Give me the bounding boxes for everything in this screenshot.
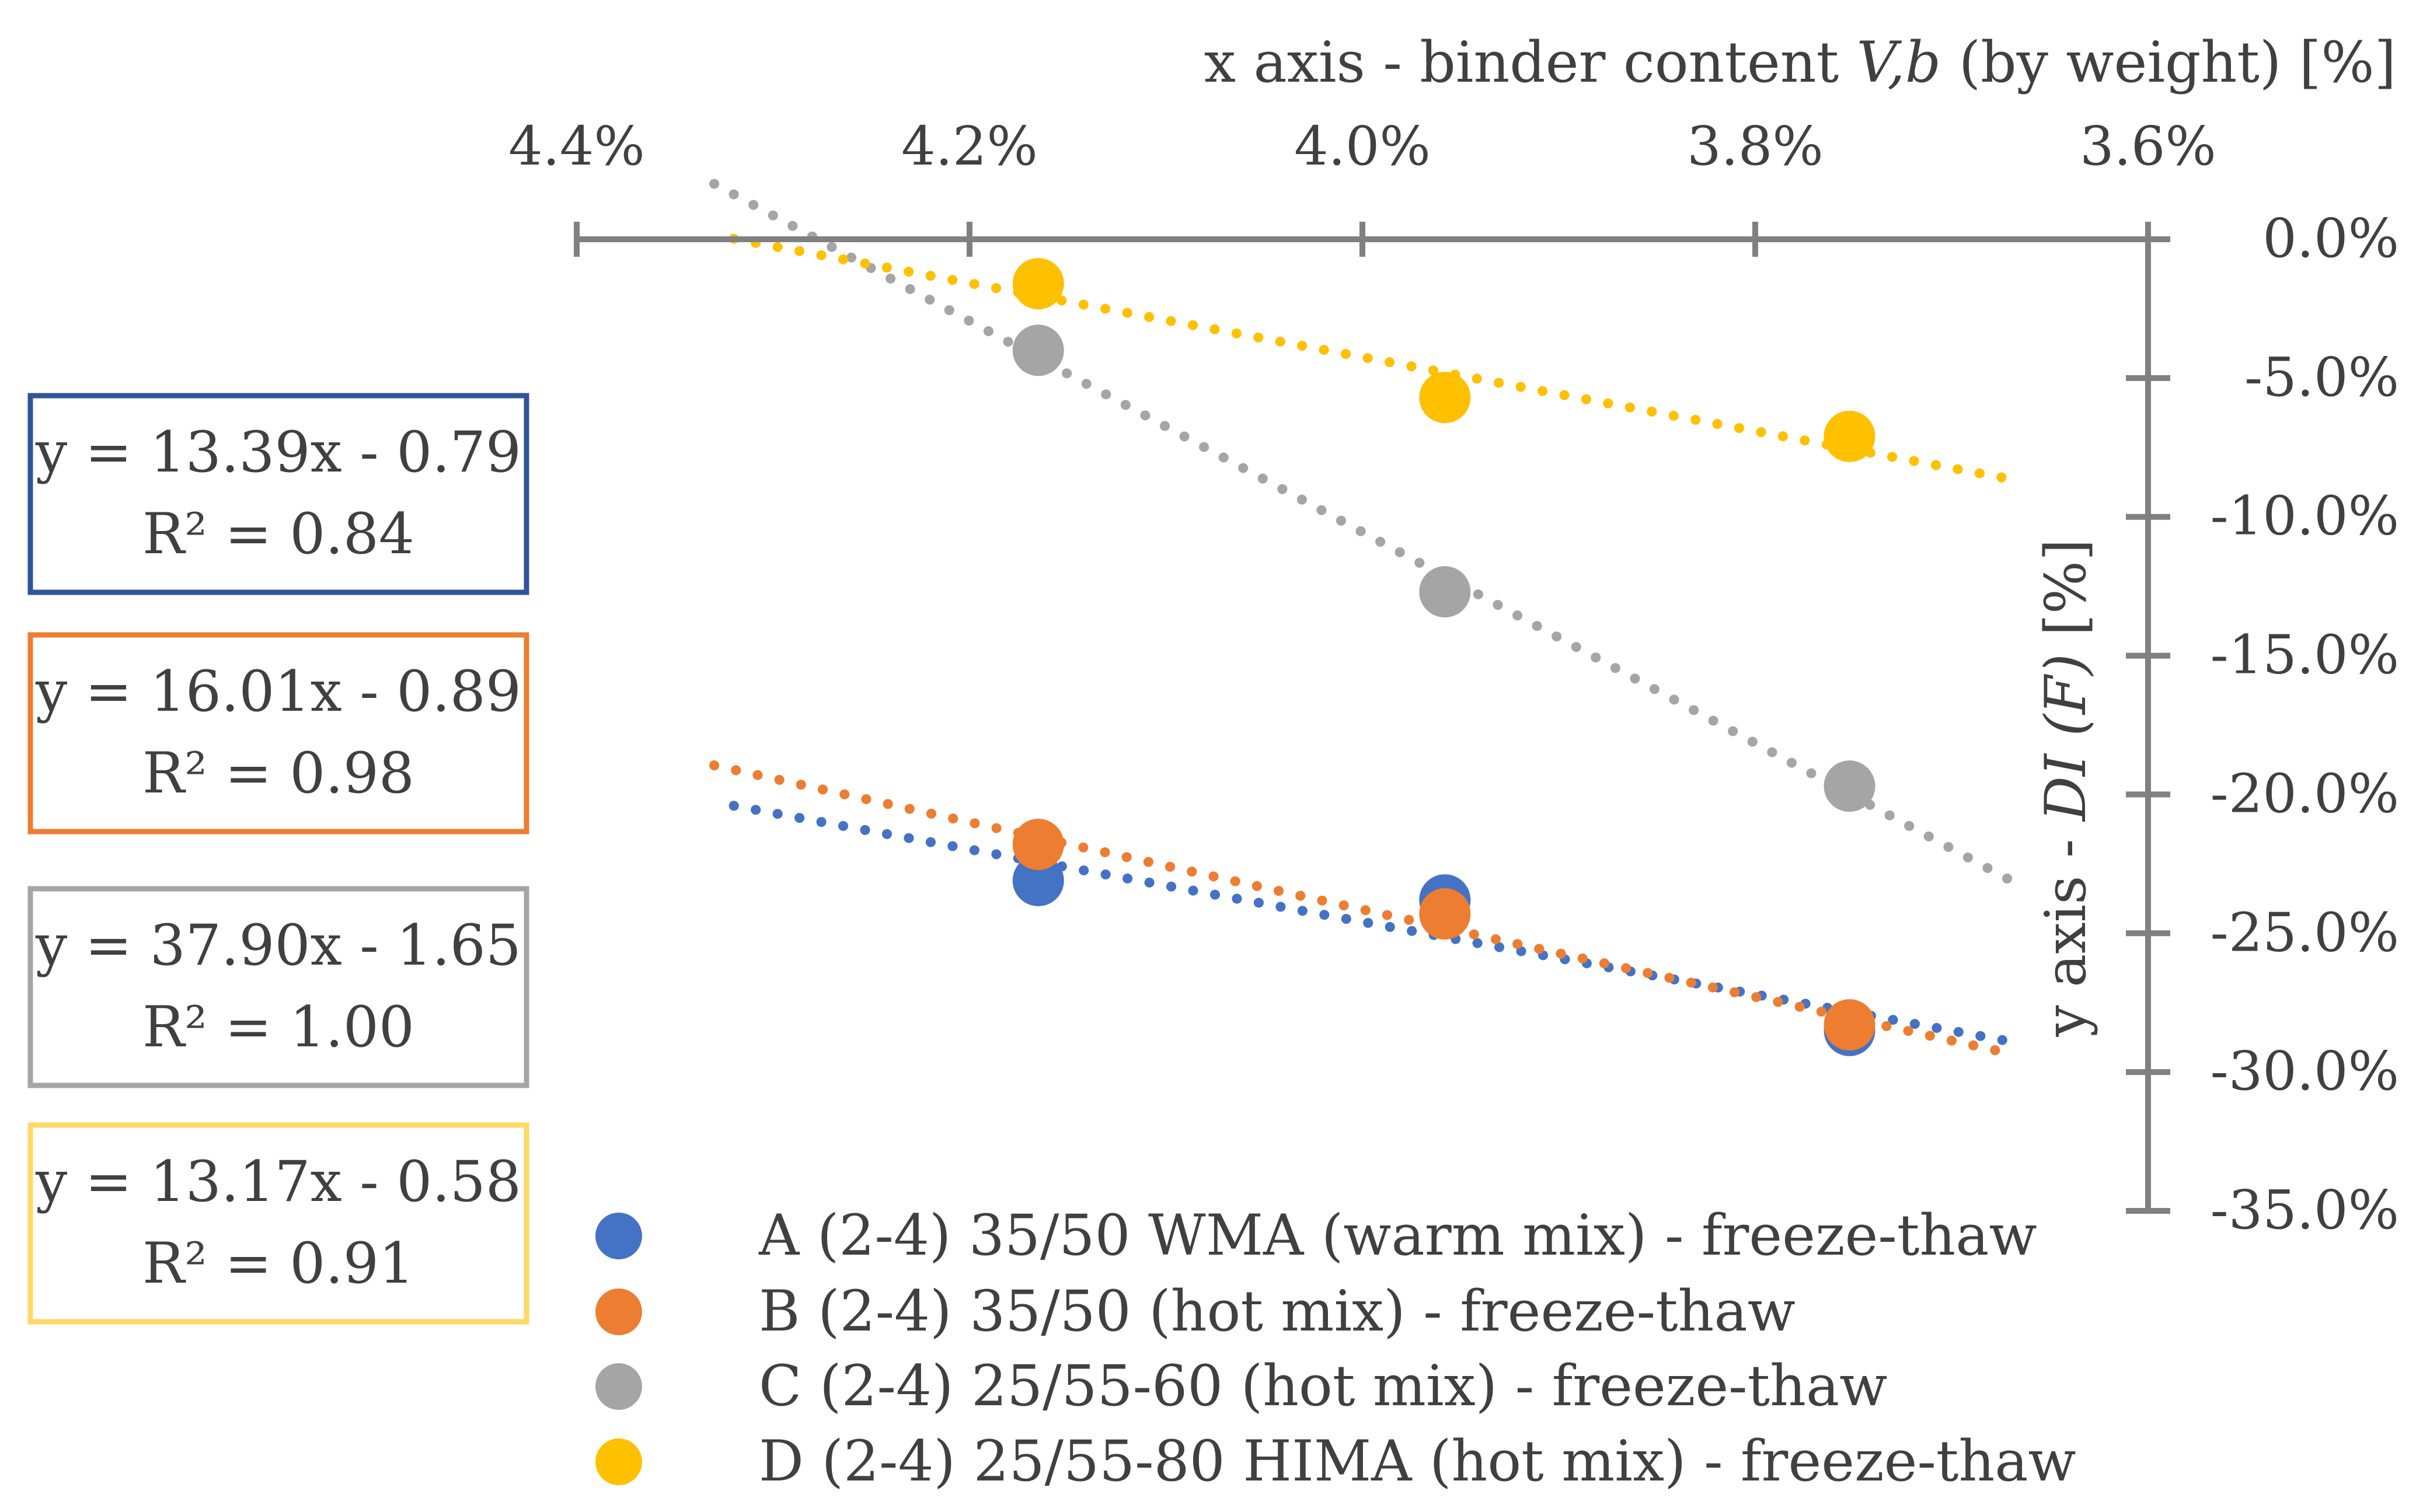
x-tick-label: 3.8%	[1687, 115, 1824, 177]
legend-marker-d	[595, 1438, 642, 1485]
data-point-d	[1824, 410, 1875, 462]
data-point-b	[1824, 999, 1875, 1051]
legend-label-a: A (2-4) 35/50 WMA (warm mix) - freeze-th…	[758, 1203, 2037, 1268]
y-tick-label: -5.0%	[2244, 346, 2399, 408]
equation-box-d	[27, 1122, 529, 1325]
equation-text: y = 13.39x - 0.79	[35, 420, 521, 485]
y-tick-label: -35.0%	[2211, 1179, 2399, 1241]
x-tick-label: 4.0%	[1294, 115, 1431, 177]
equation-text: y = 16.01x - 0.89	[35, 659, 521, 724]
legend-label-d: D (2-4) 25/55-80 HIMA (hot mix) - freeze…	[759, 1429, 2076, 1494]
data-point-a	[1012, 854, 1064, 906]
r-squared-text: R² = 0.84	[142, 501, 414, 567]
legend-marker-b	[595, 1288, 642, 1335]
equation-box-c	[27, 886, 529, 1088]
legend: A (2-4) 35/50 WMA (warm mix) - freeze-th…	[595, 1203, 2076, 1494]
equation-text: y = 37.90x - 1.65	[35, 913, 521, 978]
data-points	[1012, 258, 1875, 1056]
data-point-c	[1012, 324, 1064, 376]
legend-label-b: B (2-4) 35/50 (hot mix) - freeze-thaw	[759, 1279, 1796, 1344]
axes: 4.4% 4.2% 4.0% 3.8% 3.6% 0.0% -5.0% -10.0% -15.0…	[508, 30, 2399, 1241]
x-axis-title: x axis - binder content V,b (by weight) …	[1204, 30, 2396, 95]
data-point-d	[1012, 258, 1064, 310]
equation-box-b	[27, 632, 529, 834]
x-tick-label: 4.2%	[901, 115, 1038, 177]
r-squared-text: R² = 0.91	[142, 1231, 414, 1296]
legend-marker-a	[595, 1213, 642, 1259]
equation-text: y = 13.17x - 0.58	[35, 1149, 521, 1214]
data-point-b	[1419, 888, 1471, 940]
trendline-b	[709, 760, 2016, 1059]
equation-boxes: y = 13.39x - 0.79 R² = 0.84 y = 16.01x - 0…	[27, 393, 529, 1325]
r-squared-text: R² = 0.98	[142, 741, 414, 806]
data-point-c	[1419, 566, 1471, 618]
r-squared-text: R² = 1.00	[142, 994, 414, 1060]
y-tick-label: -20.0%	[2211, 762, 2399, 825]
y-tick-label: -25.0%	[2211, 901, 2399, 963]
trendline-d	[728, 233, 2016, 484]
data-point-b	[1012, 819, 1064, 871]
y-tick-label: -30.0%	[2211, 1040, 2399, 1102]
legend-label-c: C (2-4) 25/55-60 (hot mix) - freeze-thaw	[759, 1353, 1887, 1419]
trendline-c	[709, 179, 2016, 886]
y-tick-label: -15.0%	[2211, 624, 2399, 686]
y-tick-label: 0.0%	[2262, 207, 2399, 270]
data-point-c	[1824, 760, 1875, 812]
legend-marker-c	[595, 1363, 642, 1410]
x-tick-label: 4.4%	[508, 115, 645, 177]
y-tick-label: -10.0%	[2211, 485, 2399, 547]
trendline-a	[728, 801, 2016, 1047]
x-tick-label: 3.6%	[2080, 115, 2216, 177]
y-axis-title: y axis - DI (F) [%]	[2033, 539, 2098, 1037]
data-point-d	[1419, 372, 1471, 424]
trendlines	[709, 179, 2016, 1059]
equation-box-a	[27, 393, 529, 595]
